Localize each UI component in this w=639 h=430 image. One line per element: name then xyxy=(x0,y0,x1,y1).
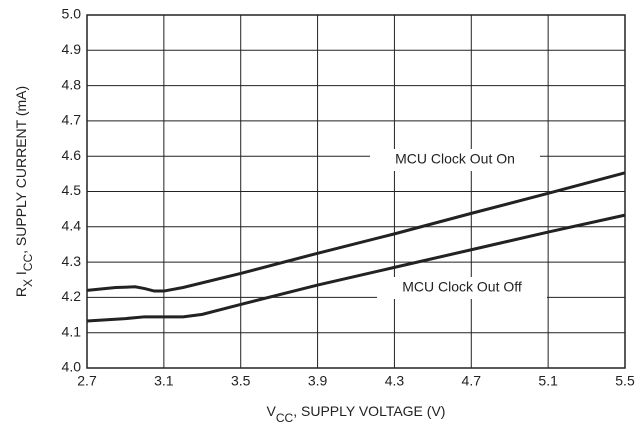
axis-label-part: CC xyxy=(21,254,35,272)
y-axis-label: RX ICC, SUPPLY CURRENT (mA) xyxy=(13,86,35,297)
line-series xyxy=(86,213,626,323)
axis-label-part: , SUPPLY VOLTAGE (V) xyxy=(293,403,445,419)
x-tick-label: 2.7 xyxy=(77,373,97,389)
axis-label-part: CC xyxy=(276,411,294,425)
axis-label-part: R xyxy=(13,287,29,297)
x-tick-label: 5.5 xyxy=(615,373,635,389)
axis-label-part: X xyxy=(21,279,35,287)
y-tick-label: 4.4 xyxy=(62,218,82,234)
x-tick-label: 3.9 xyxy=(308,373,328,389)
x-tick-label: 4.3 xyxy=(385,373,405,389)
y-tick-label: 4.7 xyxy=(62,112,82,128)
y-tick-label: 4.8 xyxy=(62,76,82,92)
x-tick-label: 3.5 xyxy=(231,373,251,389)
series-label: MCU Clock Out Off xyxy=(402,279,522,295)
y-tick-label: 4.6 xyxy=(62,147,82,163)
y-tick-label: 4.0 xyxy=(62,359,82,375)
axis-label-part: V xyxy=(267,403,277,419)
y-tick-label: 4.5 xyxy=(62,182,82,198)
y-tick-label: 4.3 xyxy=(62,253,82,269)
line-series xyxy=(86,171,626,293)
label-background xyxy=(377,277,547,299)
y-tick-label: 4.1 xyxy=(62,323,82,339)
axis-label-part: I xyxy=(13,271,29,279)
x-tick-label: 3.1 xyxy=(154,373,174,389)
axis-label-part: , SUPPLY CURRENT (mA) xyxy=(13,86,29,254)
y-tick-label: 4.9 xyxy=(62,41,82,57)
y-tick-label: 4.2 xyxy=(62,288,82,304)
label-background xyxy=(370,149,540,171)
series-label: MCU Clock Out On xyxy=(395,151,515,167)
x-tick-label: 5.1 xyxy=(538,373,558,389)
x-axis-label: VCC, SUPPLY VOLTAGE (V) xyxy=(267,403,446,425)
x-tick-label: 4.7 xyxy=(462,373,482,389)
y-tick-label: 5.0 xyxy=(62,6,82,22)
